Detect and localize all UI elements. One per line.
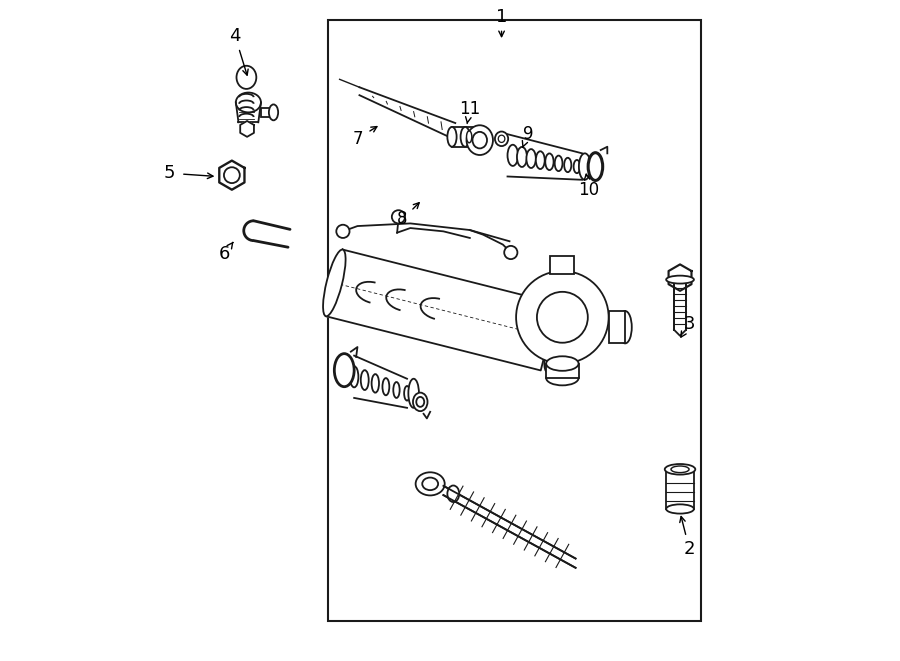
Ellipse shape xyxy=(447,127,456,147)
Polygon shape xyxy=(236,102,261,122)
Circle shape xyxy=(337,225,349,238)
Ellipse shape xyxy=(236,93,261,112)
Ellipse shape xyxy=(466,131,472,143)
Ellipse shape xyxy=(618,311,632,344)
Ellipse shape xyxy=(671,466,689,473)
Polygon shape xyxy=(669,264,691,291)
Ellipse shape xyxy=(545,153,554,170)
Ellipse shape xyxy=(350,366,358,387)
Ellipse shape xyxy=(416,472,445,496)
Text: 5: 5 xyxy=(163,164,175,182)
Ellipse shape xyxy=(422,477,438,490)
Circle shape xyxy=(224,167,239,183)
Ellipse shape xyxy=(417,397,424,407)
Ellipse shape xyxy=(237,65,256,89)
Text: 8: 8 xyxy=(397,210,408,229)
Ellipse shape xyxy=(588,153,603,180)
Polygon shape xyxy=(674,280,686,330)
Ellipse shape xyxy=(323,249,346,317)
Bar xyxy=(666,469,694,509)
Ellipse shape xyxy=(472,132,487,148)
Ellipse shape xyxy=(517,147,527,167)
Polygon shape xyxy=(240,121,254,137)
Ellipse shape xyxy=(413,393,428,411)
Ellipse shape xyxy=(334,354,355,387)
Ellipse shape xyxy=(573,160,580,173)
Text: 4: 4 xyxy=(230,27,241,46)
Bar xyxy=(261,108,274,117)
Text: 9: 9 xyxy=(523,124,533,143)
Ellipse shape xyxy=(508,145,518,166)
Ellipse shape xyxy=(666,504,694,514)
Circle shape xyxy=(504,246,518,259)
Ellipse shape xyxy=(372,374,379,393)
Ellipse shape xyxy=(546,356,579,371)
Ellipse shape xyxy=(544,305,567,372)
Ellipse shape xyxy=(579,153,590,180)
Ellipse shape xyxy=(546,371,579,385)
Text: 10: 10 xyxy=(578,181,599,200)
Ellipse shape xyxy=(447,485,459,502)
Ellipse shape xyxy=(536,151,544,169)
Circle shape xyxy=(537,292,588,342)
Ellipse shape xyxy=(499,135,505,142)
Bar xyxy=(328,20,701,621)
Ellipse shape xyxy=(665,464,696,475)
Ellipse shape xyxy=(526,149,536,168)
Text: 3: 3 xyxy=(683,315,695,333)
Text: 2: 2 xyxy=(683,539,695,558)
Text: 11: 11 xyxy=(459,100,481,118)
Circle shape xyxy=(392,210,405,223)
Ellipse shape xyxy=(666,276,694,284)
Ellipse shape xyxy=(466,126,493,155)
Bar xyxy=(551,256,574,274)
Polygon shape xyxy=(220,161,245,190)
Text: 7: 7 xyxy=(352,130,363,148)
Text: 1: 1 xyxy=(496,7,508,26)
Ellipse shape xyxy=(409,379,419,408)
Bar xyxy=(452,127,479,147)
Polygon shape xyxy=(326,250,558,370)
Ellipse shape xyxy=(393,382,400,398)
Ellipse shape xyxy=(564,158,572,172)
Ellipse shape xyxy=(382,378,390,395)
Ellipse shape xyxy=(361,370,369,390)
Ellipse shape xyxy=(404,386,410,401)
Ellipse shape xyxy=(495,132,508,146)
Text: 6: 6 xyxy=(219,245,230,264)
Polygon shape xyxy=(444,486,576,568)
Bar xyxy=(608,311,626,344)
Circle shape xyxy=(516,271,608,364)
Ellipse shape xyxy=(269,104,278,120)
Bar xyxy=(546,364,579,378)
Ellipse shape xyxy=(461,127,470,147)
Ellipse shape xyxy=(554,155,562,171)
